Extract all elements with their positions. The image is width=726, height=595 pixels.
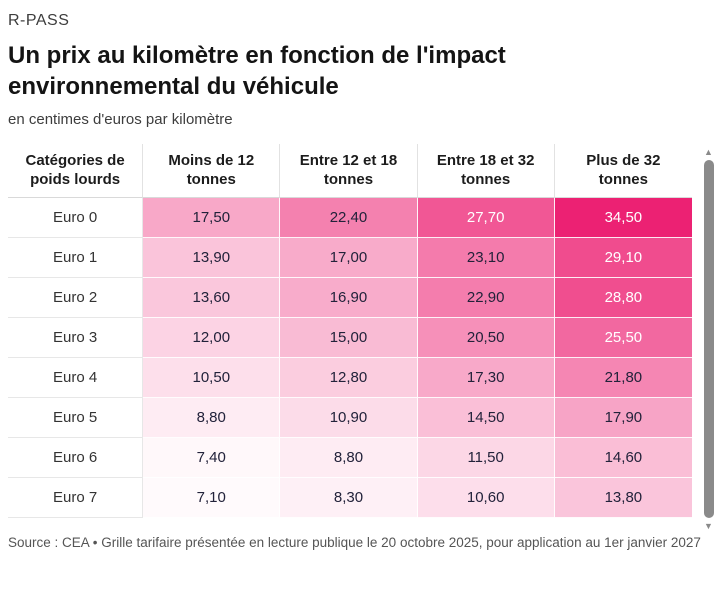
price-cell: 10,60 [417,478,555,518]
price-cell: 7,40 [143,438,281,478]
price-cell: 17,30 [417,358,555,398]
source-note: Source : CEA • Grille tarifaire présenté… [8,535,701,550]
kicker-label: R-PASS [8,12,70,29]
price-cell: 13,90 [143,238,281,278]
price-cell: 8,80 [280,438,418,478]
chart-subtitle: en centimes d'euros par kilomètre [8,111,233,128]
price-cell: 22,40 [280,198,418,238]
chart-title: Un prix au kilomètre en fonction de l'im… [8,42,506,100]
column-header-12to18: Entre 12 et 18 tonnes [280,144,418,198]
price-cell: 29,10 [554,238,692,278]
table-row: Euro 6 7,40 8,80 11,50 14,60 [8,438,692,478]
scrollbar-thumb[interactable] [703,160,714,518]
column-header-under12: Moins de 12 tonnes [143,144,281,198]
header-row: Catégories de poids lourds Moins de 12 t… [8,144,692,198]
price-cell: 14,50 [417,398,555,438]
price-cell: 34,50 [554,198,692,238]
price-table: Catégories de poids lourds Moins de 12 t… [8,144,692,518]
table-row: Euro 1 13,90 17,00 23,10 29,10 [8,238,692,278]
row-label: Euro 3 [8,318,144,358]
price-cell: 7,10 [143,478,281,518]
row-label: Euro 6 [8,438,144,478]
vertical-scrollbar[interactable]: ▲ ▼ [701,146,716,532]
price-cell: 21,80 [554,358,692,398]
column-header-categories: Catégories de poids lourds [8,144,144,198]
table-row: Euro 7 7,10 8,30 10,60 13,80 [8,478,692,518]
row-label: Euro 1 [8,238,144,278]
table-row: Euro 5 8,80 10,90 14,50 17,90 [8,398,692,438]
price-cell: 8,80 [143,398,281,438]
price-cell: 22,90 [417,278,555,318]
row-label: Euro 4 [8,358,144,398]
price-cell: 11,50 [417,438,555,478]
price-cell: 28,80 [554,278,692,318]
scroll-down-icon[interactable]: ▼ [704,521,713,531]
price-cell: 12,80 [280,358,418,398]
price-cell: 23,10 [417,238,555,278]
column-header-18to32: Entre 18 et 32 tonnes [417,144,555,198]
table-row: Euro 3 12,00 15,00 20,50 25,50 [8,318,692,358]
price-cell: 20,50 [417,318,555,358]
price-cell: 10,50 [143,358,281,398]
price-cell: 15,00 [280,318,418,358]
price-cell: 13,80 [554,478,692,518]
price-cell: 16,90 [280,278,418,318]
column-header-over32: Plus de 32 tonnes [554,144,692,198]
price-cell: 17,00 [280,238,418,278]
price-cell: 17,50 [143,198,281,238]
price-cell: 25,50 [554,318,692,358]
price-cell: 17,90 [554,398,692,438]
price-cell: 27,70 [417,198,555,238]
scroll-up-icon[interactable]: ▲ [704,147,713,157]
price-cell: 10,90 [280,398,418,438]
table-row: Euro 0 17,50 22,40 27,70 34,50 [8,198,692,238]
row-label: Euro 7 [8,478,144,518]
row-label: Euro 5 [8,398,144,438]
price-cell: 14,60 [554,438,692,478]
price-cell: 8,30 [280,478,418,518]
row-label: Euro 2 [8,278,144,318]
row-label: Euro 0 [8,198,144,238]
price-cell: 12,00 [143,318,281,358]
price-cell: 13,60 [143,278,281,318]
table-row: Euro 4 10,50 12,80 17,30 21,80 [8,358,692,398]
table-row: Euro 2 13,60 16,90 22,90 28,80 [8,278,692,318]
table-container: Catégories de poids lourds Moins de 12 t… [8,144,718,532]
